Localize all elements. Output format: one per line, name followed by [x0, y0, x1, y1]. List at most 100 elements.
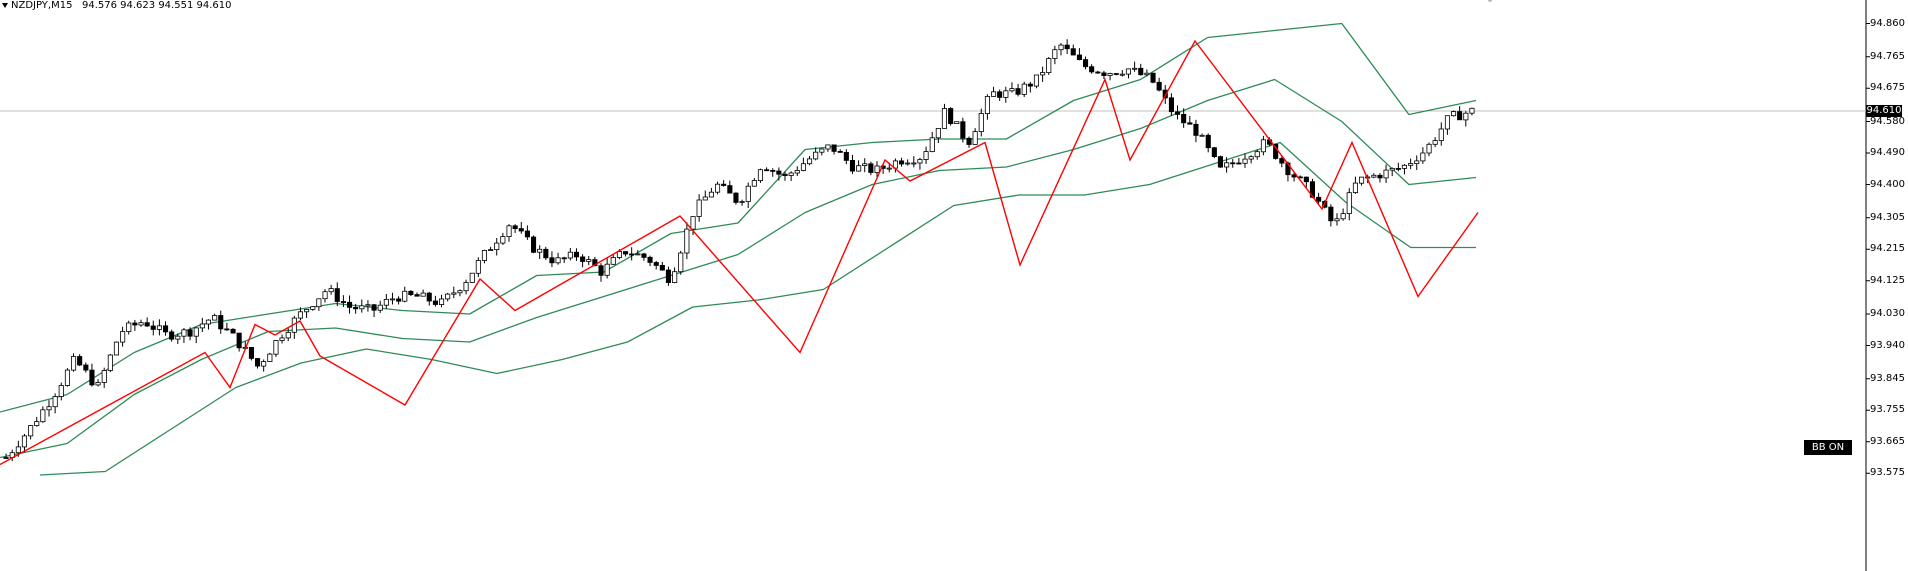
candle-body: [365, 304, 371, 307]
price-axis-label: 94.580: [1870, 115, 1905, 127]
candle-body: [1040, 72, 1046, 76]
price-axis-label: 94.125: [1870, 274, 1905, 286]
candle-body: [1058, 44, 1064, 51]
price-axis-label: 94.765: [1870, 50, 1905, 62]
candle-body: [721, 183, 727, 186]
candle-body: [144, 322, 150, 327]
candle-body: [1346, 192, 1352, 214]
candle-body: [169, 331, 175, 340]
candle-body: [886, 167, 892, 170]
candle-body: [1052, 49, 1058, 59]
candle-body: [261, 361, 267, 367]
candle-body: [1150, 72, 1156, 83]
candle-body: [672, 271, 678, 284]
candle-body: [95, 382, 101, 386]
candle-body: [1359, 176, 1365, 184]
zigzag-indicator: [0, 39, 1479, 466]
candle-body: [1217, 156, 1224, 168]
candle-body: [1242, 158, 1248, 164]
candle-body: [837, 150, 843, 153]
candle-body: [954, 121, 960, 124]
candle-body: [745, 185, 751, 202]
candle-body: [776, 170, 782, 175]
candle-body: [126, 322, 132, 332]
candle-body: [518, 228, 524, 232]
candle-body: [1046, 58, 1052, 74]
candle-body: [561, 257, 567, 260]
candle-body: [629, 253, 635, 256]
candle-body: [1168, 97, 1175, 113]
candle-body: [1328, 206, 1334, 222]
candle-body: [1389, 167, 1395, 171]
candle-body: [175, 335, 181, 340]
candle-body: [512, 225, 518, 230]
candle-body: [1371, 174, 1377, 178]
price-axis-label: 93.845: [1870, 372, 1905, 384]
candle-body: [690, 216, 696, 230]
candle-body: [193, 327, 199, 337]
candle-body: [40, 409, 46, 423]
current-price-tag: 94.610: [1866, 105, 1902, 117]
candle-body: [567, 251, 573, 259]
candle-body: [923, 151, 929, 160]
candle-body: [991, 91, 997, 97]
candle-body: [1426, 143, 1432, 154]
candle-body: [966, 137, 972, 145]
candle-body: [1444, 115, 1451, 130]
candle-body: [659, 264, 665, 271]
candle-body: [1181, 114, 1187, 124]
candle-body: [1211, 147, 1217, 157]
candle-body: [52, 396, 58, 408]
candle-body: [623, 251, 629, 255]
candle-body: [751, 180, 757, 187]
candle-body: [89, 369, 95, 386]
candle-body: [107, 354, 113, 371]
bollinger-lower-band: [39, 141, 1476, 476]
candle-body: [880, 165, 886, 169]
candle-body: [653, 262, 659, 266]
candle-body: [549, 257, 555, 264]
candle-body: [322, 291, 328, 300]
candle-body: [254, 358, 261, 367]
bb-indicator-badge[interactable]: BB ON: [1804, 440, 1852, 455]
candle-body: [340, 301, 346, 303]
candle-body: [359, 305, 365, 310]
candle-body: [445, 293, 451, 300]
candle-body: [1003, 90, 1009, 98]
candle-body: [911, 162, 917, 165]
candle-body: [1303, 176, 1309, 183]
candle-body: [408, 290, 414, 295]
candle-body: [1015, 88, 1021, 95]
candle-body: [218, 315, 224, 330]
scroll-marker-icon: [1488, 0, 1492, 2]
candle-body: [782, 173, 788, 177]
candle-body: [1132, 67, 1138, 70]
candle-body: [199, 323, 205, 329]
candle-body: [696, 199, 702, 217]
candle-body: [83, 364, 89, 371]
candle-body: [702, 196, 708, 201]
candle-body: [1064, 44, 1070, 50]
candle-body: [346, 301, 353, 308]
candle-body: [1070, 48, 1076, 56]
candle-body: [899, 160, 905, 165]
candle-body: [285, 331, 291, 339]
candle-body: [162, 325, 169, 333]
candle-body: [297, 311, 303, 319]
candle-body: [715, 183, 721, 193]
candle-body: [46, 406, 52, 411]
candle-body: [1175, 111, 1181, 115]
candle-body: [1125, 68, 1132, 75]
candle-body: [856, 165, 862, 172]
candle-body: [58, 385, 64, 397]
candle-body: [1469, 107, 1475, 114]
candle-body: [267, 353, 273, 363]
candle-body: [457, 290, 463, 294]
candle-body: [1340, 213, 1346, 220]
candle-body: [1377, 174, 1383, 179]
candle-body: [831, 144, 837, 152]
candle-body: [488, 249, 494, 252]
candle-body: [604, 263, 610, 276]
